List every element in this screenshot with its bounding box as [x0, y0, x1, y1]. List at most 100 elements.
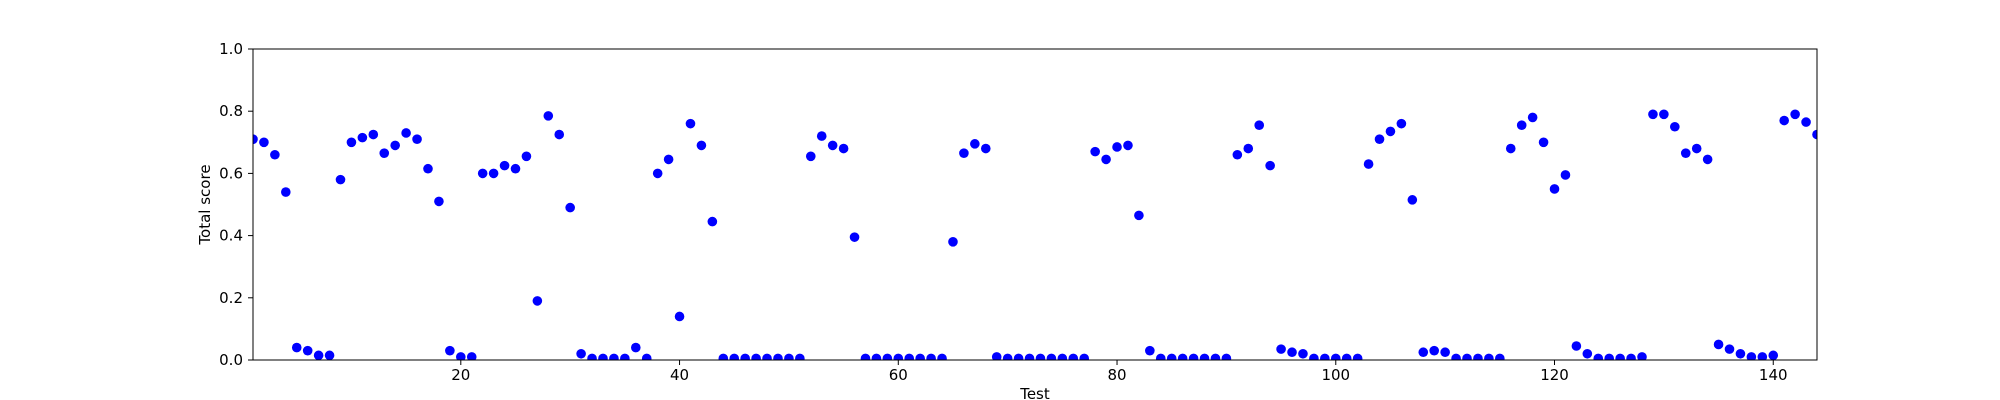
data-point [980, 143, 991, 154]
data-point [718, 353, 729, 360]
data-point [499, 160, 510, 171]
data-point [1046, 353, 1057, 360]
data-point [762, 353, 772, 360]
y-tick-label: 1.0 [219, 40, 243, 58]
data-point [412, 134, 422, 144]
data-point [1604, 353, 1614, 360]
data-point [1516, 120, 1527, 130]
x-tick-label: 60 [889, 366, 908, 384]
x-tick-label: 80 [1107, 366, 1126, 384]
data-point [1680, 148, 1691, 158]
data-point [1112, 142, 1122, 152]
data-point [521, 151, 532, 162]
data-point [1713, 339, 1724, 350]
data-point [434, 196, 444, 207]
data-point [816, 131, 827, 141]
data-point [1188, 353, 1199, 360]
y-tick-label: 0.0 [219, 351, 243, 369]
data-point [1265, 160, 1275, 171]
y-tick-label: 0.6 [219, 164, 243, 182]
data-point [1462, 353, 1472, 360]
plot-frame [252, 48, 1818, 361]
data-point [970, 139, 980, 149]
data-point [663, 154, 674, 165]
data-point [948, 237, 958, 247]
data-point [805, 151, 816, 162]
data-point [609, 353, 619, 360]
data-point [1079, 353, 1090, 360]
y-tick-label: 0.4 [219, 227, 243, 245]
data-point [784, 353, 794, 360]
data-point [860, 353, 871, 360]
data-point [1232, 149, 1243, 160]
data-point [871, 353, 882, 360]
data-point [1396, 118, 1407, 129]
data-point [1298, 348, 1308, 359]
data-point [488, 168, 499, 179]
data-point [1374, 134, 1385, 144]
data-point [1330, 353, 1341, 360]
data-point [456, 352, 466, 360]
data-point [740, 353, 750, 360]
data-point [1068, 353, 1079, 360]
data-point [565, 202, 575, 213]
data-point [1812, 129, 1817, 140]
x-tick-label: 140 [1759, 366, 1788, 384]
data-point [1440, 347, 1450, 358]
data-point [346, 137, 357, 148]
data-point [1243, 143, 1254, 154]
data-point [937, 353, 947, 360]
data-point [576, 348, 586, 359]
data-point [1276, 344, 1286, 354]
data-point [1024, 353, 1035, 360]
y-tick-label: 0.2 [219, 289, 243, 307]
data-point [707, 216, 718, 227]
data-point [1090, 146, 1100, 157]
data-point [368, 129, 379, 140]
data-point [291, 342, 302, 353]
data-point [620, 353, 630, 360]
data-point [281, 187, 291, 197]
data-point [1002, 353, 1013, 360]
data-point [1582, 348, 1593, 359]
data-point [532, 296, 543, 306]
data-point [445, 345, 455, 356]
data-point [915, 353, 925, 360]
data-point [401, 128, 411, 138]
data-point [1013, 353, 1024, 360]
y-axis-label: Total score [196, 164, 214, 245]
data-point [1155, 353, 1166, 360]
data-point [1593, 353, 1604, 360]
x-tick-label: 120 [1540, 366, 1569, 384]
data-point [1527, 112, 1538, 123]
data-point [926, 353, 936, 360]
data-point [959, 148, 969, 158]
data-point [751, 353, 761, 360]
data-point [510, 163, 521, 174]
data-point [1702, 154, 1713, 165]
x-tick-label: 100 [1321, 366, 1350, 384]
data-point [1779, 115, 1789, 126]
data-point [630, 342, 641, 353]
data-point [696, 140, 707, 151]
data-point [991, 352, 1002, 360]
data-point [1790, 109, 1800, 120]
data-point [1363, 159, 1374, 169]
data-point [641, 353, 652, 360]
data-point [357, 132, 368, 143]
data-point [1691, 143, 1702, 154]
data-point [1757, 352, 1768, 360]
data-point [324, 350, 335, 360]
data-point [587, 353, 597, 360]
data-point [1473, 353, 1483, 360]
data-point [1626, 353, 1636, 360]
data-point [1123, 140, 1133, 151]
data-point [773, 353, 783, 360]
data-point [882, 353, 893, 360]
data-point [1571, 341, 1582, 351]
data-point [1221, 353, 1232, 360]
data-point [838, 143, 849, 154]
data-point [253, 134, 258, 144]
data-point [1538, 137, 1549, 148]
